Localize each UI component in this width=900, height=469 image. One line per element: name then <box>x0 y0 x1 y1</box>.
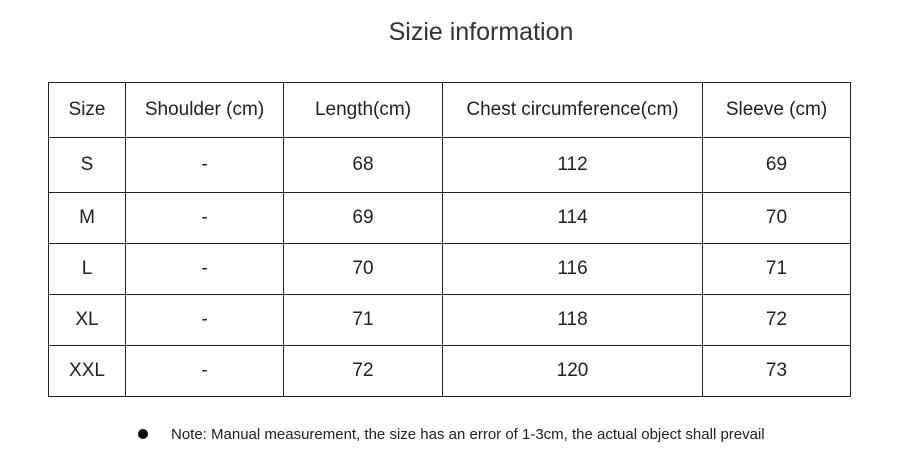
table-row: M - 69 114 70 <box>48 192 851 244</box>
header-length: Length(cm) <box>283 82 443 138</box>
cell-chest: 116 <box>442 243 703 295</box>
cell-chest: 118 <box>442 294 703 346</box>
cell-chest: 112 <box>442 137 703 193</box>
cell-chest: 114 <box>442 192 703 244</box>
table-row: XL - 71 118 72 <box>48 294 851 346</box>
cell-sleeve: 73 <box>702 345 851 397</box>
table-row: XXL - 72 120 73 <box>48 345 851 397</box>
cell-size: XXL <box>48 345 126 397</box>
page-title: Sizie information <box>388 18 574 46</box>
cell-sleeve: 69 <box>702 137 851 193</box>
cell-length: 68 <box>283 137 443 193</box>
cell-shoulder: - <box>125 345 284 397</box>
table-row: S - 68 112 69 <box>48 137 851 193</box>
cell-size: M <box>48 192 126 244</box>
cell-shoulder: - <box>125 243 284 295</box>
cell-length: 72 <box>283 345 443 397</box>
cell-length: 71 <box>283 294 443 346</box>
table-row: L - 70 116 71 <box>48 243 851 295</box>
cell-size: L <box>48 243 126 295</box>
cell-length: 70 <box>283 243 443 295</box>
header-shoulder: Shoulder (cm) <box>125 82 284 138</box>
header-size: Size <box>48 82 126 138</box>
cell-length: 69 <box>283 192 443 244</box>
cell-shoulder: - <box>125 192 284 244</box>
measurement-note: Note: Manual measurement, the size has a… <box>138 424 765 444</box>
cell-shoulder: - <box>125 137 284 193</box>
cell-sleeve: 70 <box>702 192 851 244</box>
cell-sleeve: 71 <box>702 243 851 295</box>
bullet-icon <box>138 429 148 439</box>
header-sleeve: Sleeve (cm) <box>702 82 851 138</box>
cell-sleeve: 72 <box>702 294 851 346</box>
cell-size: S <box>48 137 126 193</box>
cell-chest: 120 <box>442 345 703 397</box>
cell-size: XL <box>48 294 126 346</box>
table-header-row: Size Shoulder (cm) Length(cm) Chest circ… <box>48 82 851 138</box>
note-text: Note: Manual measurement, the size has a… <box>171 425 765 443</box>
cell-shoulder: - <box>125 294 284 346</box>
header-chest: Chest circumference(cm) <box>442 82 703 138</box>
size-table: Size Shoulder (cm) Length(cm) Chest circ… <box>48 82 851 397</box>
